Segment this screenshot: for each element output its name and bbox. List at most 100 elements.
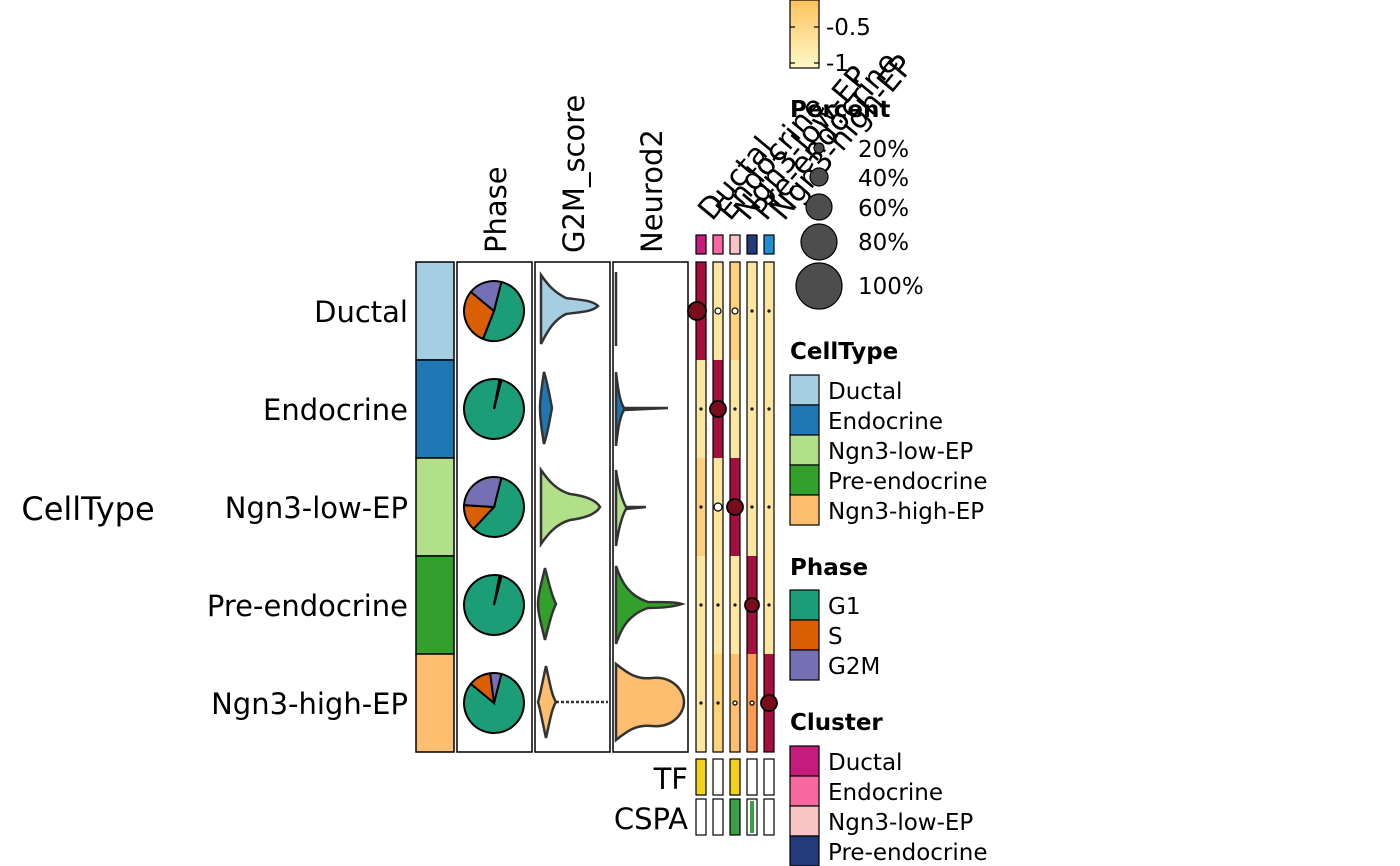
- phase-legend-label-s: S: [828, 624, 843, 650]
- celltype-cell-ngn3-high-ep: [415, 653, 455, 753]
- percent-label-60: 60%: [858, 196, 909, 222]
- cluster-legend-label-pre-endocrine: Pre-endocrine: [828, 840, 987, 866]
- tf-cell-pre-endocrine: [746, 758, 758, 796]
- heat-column-border-ngn3-high-ep: [763, 261, 775, 753]
- percent-dot-40: [809, 167, 829, 187]
- dot-ngn3-low-ep-endocrine: [713, 502, 723, 512]
- dot-ductal-ngn3-high-ep: [767, 309, 771, 313]
- pie-slice-ductal-g2m: [469, 280, 503, 313]
- cluster-swatch-ngn3-low-ep: [789, 805, 820, 837]
- cluster-legend-title: Cluster: [790, 710, 883, 736]
- cluster-swatch-endocrine: [789, 775, 820, 807]
- percent-dot-60: [805, 193, 833, 221]
- dot-ductal-ductal: [687, 301, 707, 321]
- col-header-g2m-score: G2M_score: [557, 95, 591, 253]
- neurod2-violin-pre-endocrine: [614, 565, 686, 645]
- phase-legend-label-g1: G1: [828, 594, 860, 620]
- percent-legend: Percent 20% 40% 60% 80% 100%: [790, 97, 924, 310]
- phase-swatch-g2m: [789, 649, 820, 681]
- dot-pre-endocrine-ngn3-low-ep: [733, 603, 737, 607]
- g2m-panel: [534, 261, 611, 753]
- celltype-cell-pre-endocrine: [415, 555, 455, 655]
- cluster-swatch-pre-endocrine: [789, 835, 820, 866]
- bottom-row-label-tf: TF: [653, 762, 688, 796]
- col-header-phase: Phase: [479, 166, 513, 253]
- percent-label-40: 40%: [858, 166, 909, 192]
- dot-ngn3-low-ep-ngn3-high-ep: [767, 505, 771, 509]
- row-labels: Ductal Endocrine Ngn3-low-EP Pre-endocri…: [207, 295, 408, 721]
- cluster-swatch-ductal: [789, 745, 820, 777]
- dot-endocrine-ngn3-low-ep: [733, 407, 737, 411]
- dot-pre-endocrine-ductal: [699, 603, 703, 607]
- cluster-box-ductal: [695, 234, 707, 255]
- dot-ngn3-high-ep-endocrine: [716, 701, 720, 705]
- celltype-legend: CellType Ductal Endocrine Ngn3-low-EP Pr…: [789, 339, 987, 526]
- g2m-violin-ductal: [539, 271, 600, 345]
- dot-ngn3-low-ep-pre-endocrine: [750, 505, 754, 509]
- heat-column-border-pre-endocrine: [746, 261, 758, 753]
- col-header-neurod2: Neurod2: [635, 129, 669, 253]
- dot-ductal-endocrine: [714, 307, 722, 315]
- percent-dot-100: [795, 262, 843, 310]
- dot-endocrine-ductal: [699, 407, 703, 411]
- dot-pre-endocrine-endocrine: [716, 603, 720, 607]
- neurod2-violin-endocrine: [614, 371, 669, 447]
- cluster-box-pre-endocrine: [746, 234, 758, 255]
- dot-ductal-ngn3-low-ep: [731, 307, 739, 315]
- cluster-box-ngn3-low-ep: [729, 234, 741, 255]
- celltype-swatch-pre-endocrine: [789, 464, 820, 496]
- cluster-legend-label-ductal: Ductal: [828, 750, 902, 776]
- phase-swatch-s: [789, 619, 820, 651]
- cluster-color-boxes: [695, 234, 775, 255]
- celltype-swatch-ngn3-low-ep: [789, 434, 820, 466]
- neurod2-violin-ngn3-high-ep: [614, 661, 686, 743]
- pie-slice-ngn3-low-ep-g1: [472, 476, 525, 538]
- row-title: CellType: [21, 490, 154, 528]
- dot-endocrine-endocrine: [709, 400, 727, 418]
- celltype-swatch-endocrine: [789, 404, 820, 436]
- g2m-violin-pre-endocrine: [536, 567, 558, 641]
- dot-ngn3-low-ep-ngn3-low-ep: [726, 498, 744, 516]
- celltype-legend-label-ngn3-high-ep: Ngn3-high-EP: [828, 499, 984, 525]
- bottom-row-label-cspa: CSPA: [614, 802, 688, 836]
- phase-legend-label-g2m: G2M: [828, 654, 880, 680]
- phase-pies: [462, 280, 525, 734]
- percent-dot-80: [800, 223, 838, 261]
- dot-ductal-pre-endocrine: [750, 309, 754, 313]
- cspa-cell-ductal: [695, 798, 707, 836]
- dot-ngn3-high-ep-ductal: [699, 701, 703, 705]
- percent-label-100: 100%: [858, 274, 924, 300]
- cspa-cell-ngn3-low-ep: [729, 798, 741, 836]
- phase-legend-title: Phase: [790, 555, 868, 581]
- dot-endocrine-ngn3-high-ep: [767, 407, 771, 411]
- cluster-box-endocrine: [712, 234, 724, 255]
- celltype-legend-label-pre-endocrine: Pre-endocrine: [828, 469, 987, 495]
- color-scale-legend: -0.5 -1: [789, 0, 871, 77]
- row-label-pre-endocrine: Pre-endocrine: [207, 589, 408, 623]
- color-scale-label-neg-1: -1: [826, 51, 849, 77]
- cspa-annotation: [695, 798, 775, 836]
- dot-ngn3-high-ep-ngn3-high-ep: [760, 694, 778, 712]
- row-label-endocrine: Endocrine: [263, 393, 408, 427]
- percent-legend-title: Percent: [790, 97, 890, 123]
- celltype-legend-label-endocrine: Endocrine: [828, 409, 943, 435]
- row-label-ductal: Ductal: [314, 295, 408, 329]
- celltype-legend-title: CellType: [790, 339, 898, 365]
- dot-ngn3-high-ep-ngn3-low-ep: [732, 700, 738, 706]
- tf-cell-ngn3-low-ep: [729, 758, 741, 796]
- pie-slice-ngn3-high-ep-g2m: [489, 672, 503, 704]
- cluster-box-ngn3-high-ep: [763, 234, 775, 255]
- color-scale-label-neg-0-5: -0.5: [826, 15, 871, 41]
- dot-pre-endocrine-pre-endocrine: [744, 597, 760, 613]
- tf-annotation: [695, 758, 775, 796]
- cluster-legend: Cluster Ductal Endocrine Ngn3-low-EP Pre…: [789, 710, 987, 866]
- percent-dot-20: [813, 142, 825, 154]
- phase-legend: Phase G1 S G2M: [789, 555, 880, 681]
- celltype-swatch-ngn3-high-ep: [789, 494, 820, 526]
- g2m-violin-ngn3-low-ep: [539, 466, 602, 548]
- tf-cell-ductal: [695, 758, 707, 796]
- pie-slice-ngn3-low-ep-g2m: [462, 476, 503, 509]
- heat-column-border-ductal: [695, 261, 707, 753]
- celltype-swatch-ductal: [789, 374, 820, 406]
